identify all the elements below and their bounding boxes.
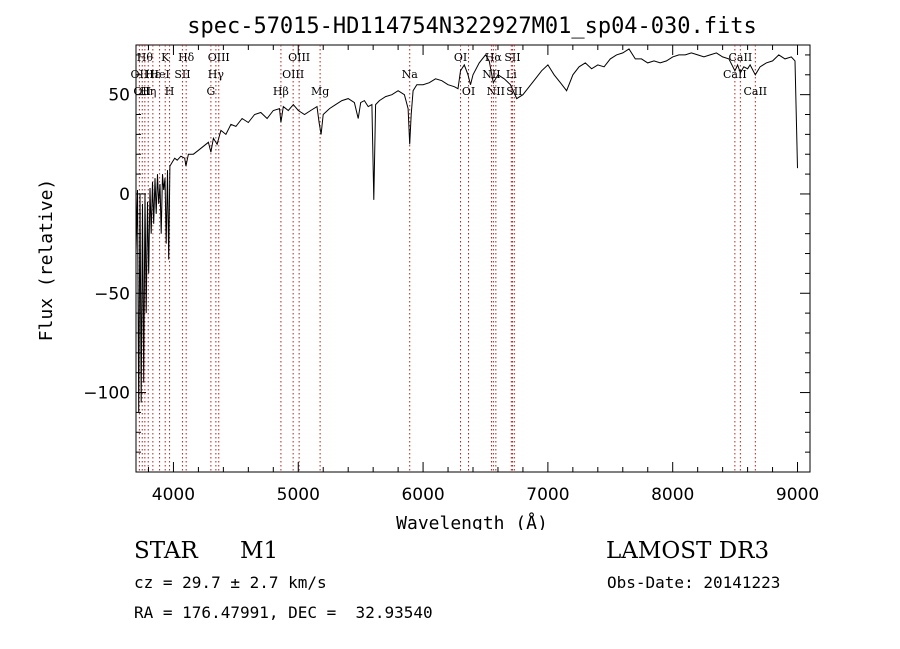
- line-marker-label: CaII: [729, 51, 753, 64]
- line-marker-label: OI: [462, 85, 475, 98]
- line-marker-label: Hβ: [273, 85, 289, 98]
- line-marker-label: NII: [487, 85, 505, 98]
- spectrum-line: [135, 48, 798, 413]
- line-marker-label: SII: [174, 68, 190, 81]
- line-marker-label: Hε: [145, 68, 161, 81]
- line-marker-label: CaII: [743, 85, 767, 98]
- x-tick-label: 8000: [651, 485, 694, 505]
- line-marker-label: Hγ: [208, 68, 225, 81]
- chart-title: spec-57015-HD114754N322927M01_sp04-030.f…: [187, 14, 757, 39]
- line-marker-label: Mg: [311, 85, 329, 98]
- x-tick-label: 5000: [277, 485, 320, 505]
- spectrum-chart: spec-57015-HD114754N322927M01_sp04-030.f…: [36, 14, 819, 530]
- line-marker-label: Li: [506, 68, 517, 81]
- x-tick-label: 9000: [776, 485, 819, 505]
- line-marker-label: HeI: [149, 68, 169, 81]
- line-marker-label: OIII: [208, 51, 230, 64]
- line-marker-label: H: [165, 85, 175, 98]
- y-tick-label: −50: [94, 284, 130, 304]
- y-tick-label: −100: [83, 384, 130, 404]
- x-axis-ticks: 4000 5000 6000 7000 8000 9000: [147, 45, 819, 505]
- observation-date: Obs-Date: 20141223: [607, 573, 781, 592]
- y-tick-label: 50: [108, 86, 130, 106]
- x-tick-label: 6000: [401, 485, 444, 505]
- line-marker-label: SII: [504, 51, 520, 64]
- line-marker-label: Na: [402, 68, 419, 81]
- line-marker-label: SII: [506, 85, 522, 98]
- line-marker-label: Hθ: [137, 51, 154, 64]
- line-marker-label: K: [161, 51, 170, 64]
- coordinates: RA = 176.47991, DEC = 32.93540: [134, 603, 433, 622]
- plot-frame: [135, 44, 811, 473]
- y-tick-label: 0: [119, 185, 130, 205]
- line-marker-label: OI: [454, 51, 467, 64]
- redshift-velocity: cz = 29.7 ± 2.7 km/s: [134, 573, 327, 592]
- line-marker-label: Hη: [140, 85, 156, 98]
- x-axis-label: Wavelength (Å): [396, 512, 548, 530]
- survey-name: LAMOST DR3: [606, 538, 770, 564]
- spectral-line-markers: [138, 45, 756, 472]
- line-marker-label: OIII: [282, 68, 304, 81]
- object-class: STAR: [134, 538, 198, 564]
- y-axis-ticks: −100 −50 0 50: [83, 54, 810, 453]
- line-marker-label: Hδ: [178, 51, 195, 64]
- x-tick-label: 7000: [526, 485, 569, 505]
- line-marker-label: G: [206, 85, 215, 98]
- object-subclass: M1: [240, 538, 279, 564]
- x-tick-label: 4000: [152, 485, 195, 505]
- line-marker-label: OIII: [288, 51, 310, 64]
- y-axis-label: Flux (relative): [36, 179, 57, 342]
